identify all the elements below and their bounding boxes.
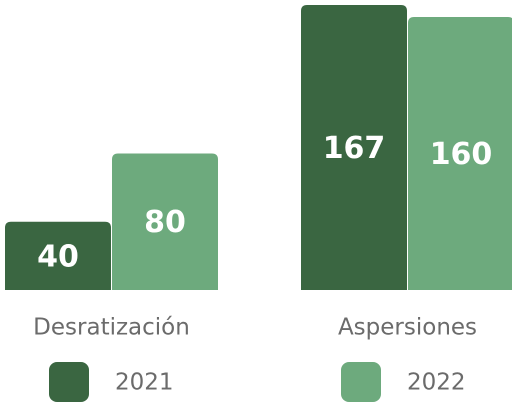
category-label: Desratización <box>33 315 190 341</box>
value-label: 40 <box>37 239 79 274</box>
legend-swatch <box>341 362 381 402</box>
bar <box>112 153 218 290</box>
legend-swatch <box>49 362 89 402</box>
value-label: 80 <box>144 205 186 240</box>
legend-label: 2022 <box>407 370 466 396</box>
bar <box>5 221 111 290</box>
legend-label: 2021 <box>115 370 174 396</box>
bar <box>301 5 407 290</box>
category-label: Aspersiones <box>338 315 477 341</box>
value-label: 160 <box>430 137 493 172</box>
value-label: 167 <box>323 131 386 166</box>
bar <box>408 16 512 290</box>
